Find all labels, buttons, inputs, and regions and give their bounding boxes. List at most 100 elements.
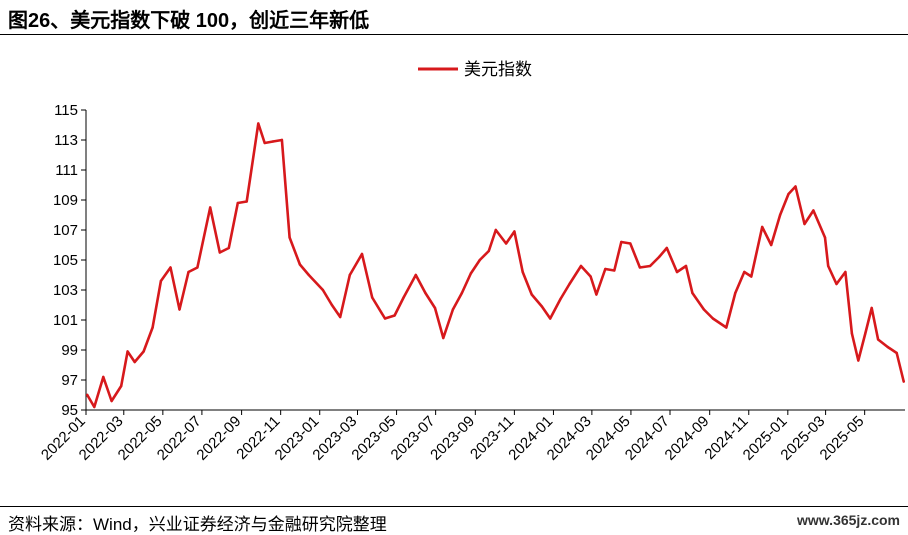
data-point [530, 293, 533, 296]
data-point [665, 246, 668, 250]
data-point [478, 258, 481, 262]
y-tick-label: 103 [53, 282, 78, 299]
series-layer [86, 122, 906, 409]
top-rule [0, 34, 908, 35]
x-tick-label: 2024-09 [662, 413, 713, 464]
data-point [371, 296, 374, 299]
data-point [794, 185, 797, 188]
data-point [236, 201, 239, 205]
data-point [725, 326, 728, 329]
data-point [540, 305, 544, 308]
data-point [218, 251, 221, 254]
data-point [298, 263, 302, 266]
data-point [568, 282, 571, 286]
series-line-usd-index [86, 122, 906, 409]
data-point [393, 314, 396, 317]
source-note: 资料来源：Wind，兴业证券经济与金融研究院整理 [8, 515, 387, 534]
x-tick-label: 2022-09 [193, 413, 244, 464]
chart-legend: 美元指数 [418, 60, 532, 79]
data-point [857, 359, 860, 362]
y-tick-label: 115 [54, 102, 78, 119]
data-point [280, 138, 284, 142]
data-point [494, 228, 497, 232]
data-point [133, 360, 136, 364]
y-tick-label: 101 [53, 312, 78, 329]
data-point [288, 236, 291, 239]
data-point [307, 273, 310, 277]
y-tick-label: 97 [61, 372, 78, 389]
data-point [120, 384, 123, 388]
data-point [487, 249, 490, 253]
data-point [691, 291, 694, 295]
data-point [469, 272, 472, 275]
data-point [151, 326, 154, 329]
data-point [187, 270, 190, 274]
data-point [360, 252, 364, 256]
data-point [613, 269, 616, 272]
data-point [424, 291, 427, 295]
data-point [778, 213, 782, 217]
data-point [245, 200, 248, 203]
data-point [579, 264, 583, 268]
legend-label: 美元指数 [464, 60, 532, 79]
y-tick-label: 111 [55, 162, 78, 179]
data-point [684, 264, 688, 268]
data-point [750, 275, 753, 278]
data-point [110, 399, 113, 403]
data-point [787, 192, 790, 196]
data-point [513, 230, 516, 233]
data-point [271, 140, 275, 143]
data-point [902, 380, 905, 383]
data-point [414, 273, 417, 277]
data-point [638, 266, 642, 269]
data-point [169, 266, 172, 269]
data-point [589, 275, 592, 278]
data-point [604, 267, 607, 271]
data-point [504, 242, 508, 245]
usd-index-chart: 美元指数 95 97 99 101 103 105 107 109 111 113 115 2022-… [38, 60, 906, 464]
data-point [844, 270, 847, 274]
data-point [142, 350, 145, 353]
y-tick-label: 113 [54, 132, 78, 149]
figure-title: 图26、美元指数下破 100，创近三年新低 [8, 10, 370, 32]
data-point [330, 303, 334, 307]
data-point [209, 206, 212, 209]
data-point [442, 336, 445, 340]
data-point [263, 141, 266, 145]
data-point [86, 393, 89, 397]
data-point [803, 222, 806, 226]
data-point [835, 282, 838, 286]
data-point [257, 122, 260, 125]
y-tick-label: 99 [61, 342, 78, 359]
data-point [402, 296, 405, 299]
data-point [451, 308, 455, 311]
data-point [126, 350, 129, 353]
data-point [886, 345, 889, 349]
y-tick-label: 109 [53, 192, 78, 209]
data-point [339, 315, 342, 319]
data-point [620, 240, 623, 244]
bottom-rule [0, 506, 908, 507]
data-point [812, 209, 815, 212]
data-point [895, 351, 898, 355]
data-point [761, 225, 764, 229]
data-point [521, 270, 524, 274]
data-point [823, 236, 827, 239]
data-point [321, 288, 325, 292]
data-point [770, 243, 773, 247]
data-point [196, 266, 199, 269]
data-point [657, 255, 661, 259]
data-point [870, 306, 873, 310]
data-point [549, 317, 552, 320]
data-point [702, 308, 706, 311]
data-point [227, 246, 230, 250]
data-point [827, 264, 830, 268]
data-point [178, 308, 181, 311]
data-point [711, 317, 715, 320]
data-point [675, 270, 679, 274]
data-point [460, 291, 464, 295]
y-tick-label: 107 [53, 222, 78, 239]
data-point [348, 273, 351, 277]
chart-axes: 9597991011031051071091111131152022-01202… [38, 102, 905, 464]
data-point [383, 317, 387, 320]
